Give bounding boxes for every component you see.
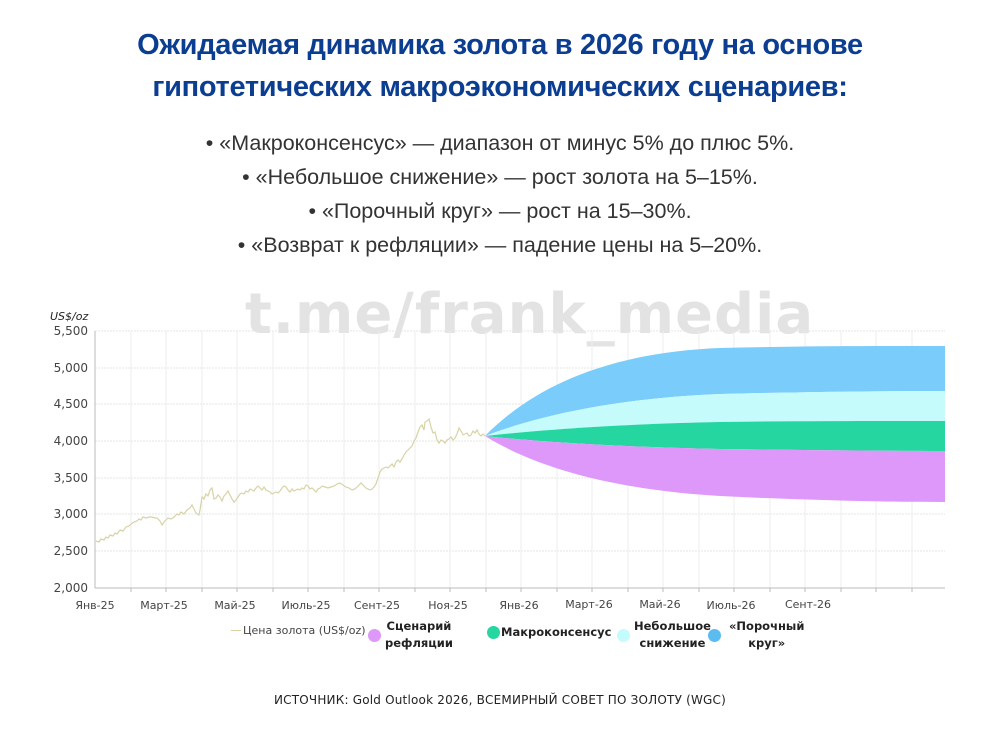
circle-swatch-icon [368,628,381,642]
gold-price-line [95,417,486,543]
y-tick-3000: 3,000 [54,507,88,521]
scenario-item-consensus: • «Макроконсенсус» — диапазон от минус 5… [205,131,795,155]
band-reflation [485,436,945,502]
legend-label-line: Небольшое [634,619,711,633]
legend-label-reflation: Сценарий рефляции [385,618,453,652]
title-line-2: гипотетических макроэкономических сценар… [152,71,848,103]
y-tick-5000: 5,000 [54,361,88,375]
legend-item-reflation[interactable]: Сценарий рефляции [368,618,453,652]
x-tick-may25: Май-25 [214,599,255,612]
x-tick-jan26: Янв-26 [499,599,538,612]
legend-item-slowdown[interactable]: Небольшое снижение [617,618,711,652]
x-tick-may26: Май-26 [639,598,680,611]
x-tick-mar25: Март-25 [140,599,188,612]
circle-swatch-icon [617,628,630,642]
x-tick-marks [130,588,913,592]
line-swatch-icon [231,630,241,631]
y-tick-2000: 2,000 [54,581,88,595]
x-tick-nov25: Ноя-25 [428,599,468,612]
y-tick-3500: 3,500 [54,471,88,485]
legend-item-doom-loop[interactable]: «Порочный круг» [708,618,804,652]
title-line-1: Ожидаемая динамика золота в 2026 году на… [137,29,863,61]
legend-label-line: «Порочный [729,619,805,633]
y-tick-4000: 4,000 [54,434,88,448]
legend-item-gold[interactable]: Цена золота (US$/oz) [231,624,366,637]
legend-label-gold: Цена золота (US$/oz) [243,624,366,637]
scenario-fan [485,346,945,502]
circle-swatch-icon [487,626,500,639]
scenario-list: • «Макроконсенсус» — диапазон от минус 5… [0,126,1000,262]
x-tick-jul25: Июль-25 [282,599,331,612]
y-axis-labels: 5,500 5,000 4,500 4,000 3,500 3,000 2,50… [54,324,88,595]
y-tick-5500: 5,500 [54,324,88,338]
x-tick-mar26: Март-26 [565,598,613,611]
y-axis-unit: US$/oz [50,310,88,323]
legend-label-line: рефляции [385,636,453,650]
scenario-item-slowdown: • «Небольшое снижение» — рост золота на … [242,165,758,189]
x-tick-jul26: Июль-26 [707,599,756,612]
scenario-item-reflation: • «Возврат к рефляции» — падение цены на… [237,233,763,257]
x-tick-sep26: Сент-26 [785,598,831,611]
circle-swatch-icon [708,628,721,642]
legend-label-line: Сценарий [386,619,452,633]
legend-label-consensus: Макроконсенсус [501,625,612,639]
y-tick-4500: 4,500 [54,397,88,411]
y-tick-2500: 2,500 [54,544,88,558]
source-note: ИСТОЧНИК: Gold Outlook 2026, ВСЕМИРНЫЙ С… [273,693,727,707]
x-tick-jan25: Янв-25 [75,599,114,612]
band-consensus [485,421,945,451]
chart-legend: Цена золота (US$/oz) Сценарий рефляции М… [0,618,1000,658]
band-shallow-slip [485,391,945,436]
legend-label-slowdown: Небольшое снижение [634,618,711,652]
x-axis-labels: Янв-25 Март-25 Май-25 Июль-25 Сент-25 Но… [75,598,831,612]
legend-label-doom-loop: «Порочный круг» [729,618,804,652]
legend-item-consensus[interactable]: Макроконсенсус [487,624,612,641]
legend-label-line: круг» [748,636,786,650]
band-doom-loop [485,346,945,436]
x-tick-sep25: Сент-25 [354,599,400,612]
chart-title: Ожидаемая динамика золота в 2026 году на… [0,24,1000,108]
watermark: t.me/frank_media [245,282,815,347]
scenario-item-doom-loop: • «Порочный круг» — рост на 15–30%. [308,199,692,223]
legend-label-line: снижение [639,636,706,650]
